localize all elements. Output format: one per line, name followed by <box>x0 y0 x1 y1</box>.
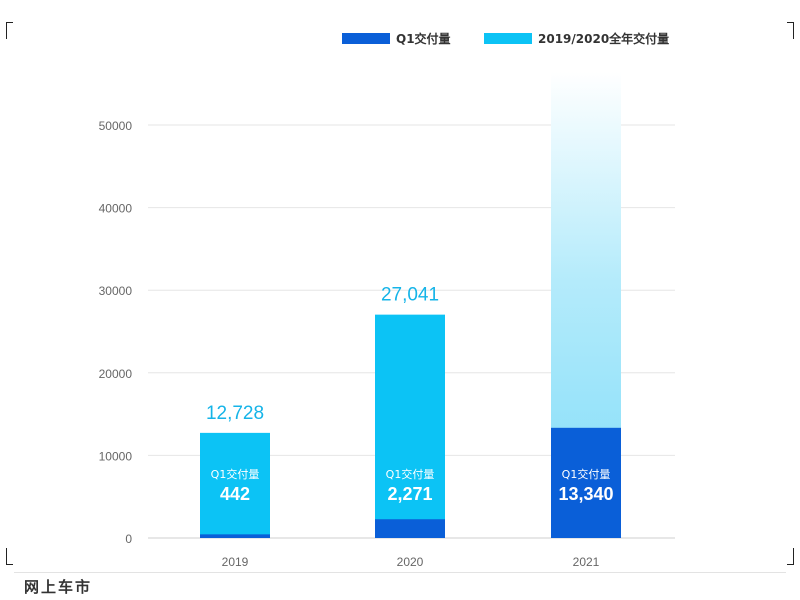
frame-corner <box>787 548 794 565</box>
q1-inner-caption: Q1交付量 <box>562 467 611 481</box>
legend: Q1交付量 2019/2020全年交付量 <box>342 31 669 46</box>
annual-value-label: 27,041 <box>381 285 439 306</box>
legend-label-q1: Q1交付量 <box>396 31 451 46</box>
annual-value-label: 12,728 <box>206 403 264 424</box>
y-tick-label: 20000 <box>99 367 133 381</box>
legend-swatch-q1 <box>342 33 390 44</box>
watermark: 网上车市 <box>24 578 93 596</box>
y-tick-label: 10000 <box>99 449 133 463</box>
x-tick-label: 2020 <box>397 555 424 569</box>
q1-inner-caption: Q1交付量 <box>211 467 260 481</box>
y-tick-label: 40000 <box>99 202 133 216</box>
legend-label-annual: 2019/2020全年交付量 <box>538 31 669 46</box>
q1-value-label: 442 <box>220 484 250 504</box>
y-tick-label: 30000 <box>99 284 133 298</box>
q1-bar <box>200 534 270 538</box>
annual-bar <box>200 432 270 538</box>
y-tick-label: 0 <box>125 532 132 546</box>
frame-corner <box>787 22 794 39</box>
footer-divider <box>14 572 786 573</box>
q1-value-label: 13,340 <box>558 484 613 504</box>
annual-bar <box>375 314 445 538</box>
q1-inner-caption: Q1交付量 <box>386 467 435 481</box>
x-tick-label: 2021 <box>573 555 600 569</box>
q1-bar <box>551 427 621 538</box>
x-tick-label: 2019 <box>222 555 249 569</box>
q1-value-label: 2,271 <box>387 484 432 504</box>
frame-corner <box>6 548 13 565</box>
label-layer: 12,728 Q1交付量 442 27,041 Q1交付量 2,271 Q1交付量 13,34… <box>206 285 614 504</box>
legend-swatch-annual <box>484 33 532 44</box>
bar-layer <box>200 72 621 538</box>
q1-bar <box>375 519 445 538</box>
y-tick-label: 50000 <box>99 119 133 133</box>
frame-corner <box>6 22 13 39</box>
